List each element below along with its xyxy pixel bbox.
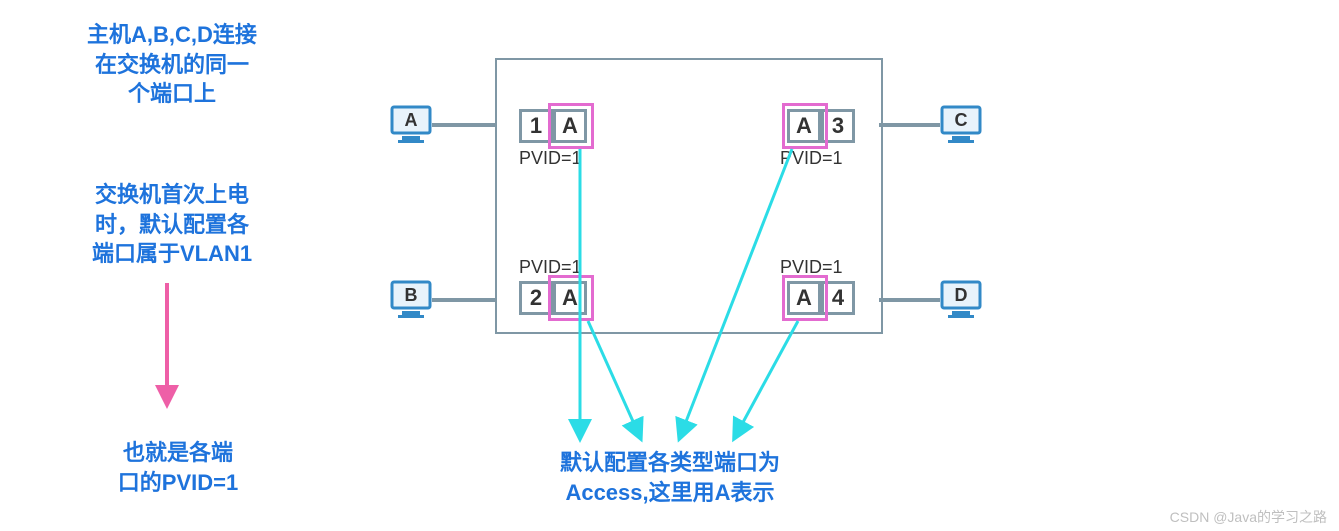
host-a-icon: A <box>390 103 432 145</box>
text-line: 口的PVID=1 <box>118 470 238 495</box>
port-2-number: 2 <box>519 281 553 315</box>
host-c-icon: C <box>940 103 982 145</box>
port-3-pvid: PVID=1 <box>780 148 843 169</box>
left-text-3: 也就是各端 口的PVID=1 <box>78 438 278 497</box>
text-line: 个端口上 <box>128 81 216 106</box>
svg-text:C: C <box>955 110 968 130</box>
wire-b <box>432 298 495 302</box>
text-line: 主机A,B,C,D连接 <box>87 22 257 47</box>
watermark-text: CSDN @Java的学习之路 <box>1170 507 1327 527</box>
left-text-1: 主机A,B,C,D连接 在交换机的同一 个端口上 <box>42 20 302 109</box>
svg-text:D: D <box>955 285 968 305</box>
wire-d <box>879 298 940 302</box>
port-1-pvid: PVID=1 <box>519 148 582 169</box>
text-line: 默认配置各类型端口为 <box>560 450 780 475</box>
port-2-type: A <box>553 281 587 315</box>
text-line: 也就是各端 <box>123 440 233 465</box>
cyan-arrow-4 <box>735 321 798 437</box>
host-b-icon: B <box>390 278 432 320</box>
text-line: 在交换机的同一 <box>95 52 249 77</box>
port-1-type: A <box>553 109 587 143</box>
text-line: Access,这里用A表示 <box>565 480 774 505</box>
port-1-number: 1 <box>519 109 553 143</box>
host-d-icon: D <box>940 278 982 320</box>
port-3-type: A <box>787 109 821 143</box>
left-text-2: 交换机首次上电 时，默认配置各 端口属于VLAN1 <box>42 180 302 269</box>
port-3-number: 3 <box>821 109 855 143</box>
wire-c <box>879 123 940 127</box>
port-2-pvid: PVID=1 <box>519 257 582 278</box>
wire-a <box>432 123 495 127</box>
port-4-type: A <box>787 281 821 315</box>
port-4-pvid: PVID=1 <box>780 257 843 278</box>
bottom-text: 默认配置各类型端口为 Access,这里用A表示 <box>500 448 840 507</box>
port-4-number: 4 <box>821 281 855 315</box>
diagram-canvas: 主机A,B,C,D连接 在交换机的同一 个端口上 交换机首次上电 时，默认配置各… <box>0 0 1339 531</box>
svg-text:A: A <box>405 110 418 130</box>
cyan-arrow-2 <box>588 321 640 437</box>
svg-text:B: B <box>405 285 418 305</box>
text-line: 时，默认配置各 <box>95 212 249 237</box>
text-line: 端口属于VLAN1 <box>92 241 252 266</box>
text-line: 交换机首次上电 <box>95 182 249 207</box>
